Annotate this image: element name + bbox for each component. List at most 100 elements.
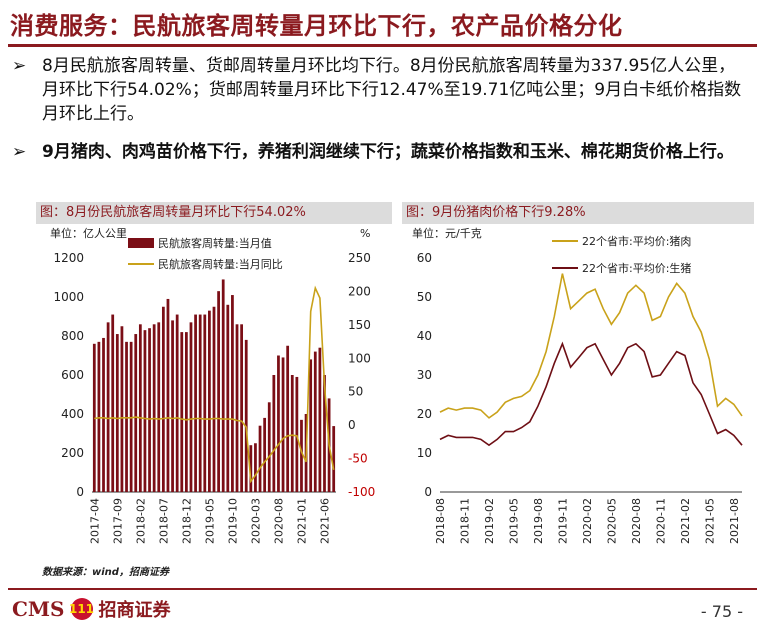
chart1-xtick: 2020-08	[272, 498, 285, 544]
chart1-ytick-left: 0	[76, 485, 84, 499]
chart1-bar	[323, 375, 326, 492]
chart2-xtick: 2018-11	[458, 498, 471, 544]
chart1-bar	[129, 341, 133, 492]
chart1-xtick: 2021-01	[295, 498, 308, 544]
chart1-bar	[203, 314, 207, 492]
footer-divider	[8, 588, 757, 590]
chart1-bar	[332, 426, 336, 492]
bullet-2: ➢ 9月猪肉、肉鸡苗价格下行，养猪利润继续下行；蔬菜价格指数和玉米、棉花期货价格…	[12, 140, 752, 164]
page-number: - 75 -	[700, 602, 743, 621]
chart1-bar	[97, 341, 101, 492]
chart1-bar	[221, 279, 225, 492]
bullet-1-text: 8月民航旅客周转量、货邮周转量月环比均下行。8月份民航旅客周转量为337.95亿…	[42, 56, 742, 124]
chart2-ytick: 10	[417, 446, 432, 460]
title-divider	[8, 44, 757, 47]
chart1-ytick-left: 400	[61, 407, 84, 421]
chart2-ytick: 0	[424, 485, 432, 499]
chart1-xtick: 2018-02	[134, 498, 147, 544]
chart1-ytick-right: 100	[348, 351, 371, 365]
chart1-bar	[148, 328, 151, 492]
chart1-bar	[290, 375, 294, 492]
chart2-xtick: 2021-08	[728, 498, 741, 544]
data-source: 数据来源：wind，招商证券	[42, 567, 169, 578]
chart1-bar	[134, 334, 138, 492]
chart2-xtick: 2020-08	[630, 498, 643, 544]
arrow-bullet-icon: ➢	[12, 56, 27, 76]
chart1-bar	[304, 414, 308, 492]
chart1-bar	[309, 359, 313, 492]
chart1-bar	[240, 324, 244, 492]
chart1-bar	[231, 295, 234, 492]
chart1-ytick-right: 50	[348, 385, 363, 399]
chart2-ytick: 50	[417, 290, 432, 304]
chart1-bar	[254, 443, 257, 492]
chart1-bar	[125, 341, 128, 492]
arrow-bullet-icon: ➢	[12, 142, 27, 162]
chart1-xtick: 2017-09	[111, 498, 124, 544]
chart1-bar	[111, 314, 115, 492]
chart2-hog-line	[439, 341, 743, 447]
chart1-xtick: 2020-03	[249, 498, 262, 544]
chart1-bar	[267, 402, 271, 492]
chart1-ytick-right: 0	[348, 418, 356, 432]
chart1-xtick: 2019-05	[203, 498, 216, 544]
chart1-xtick: 2018-12	[180, 498, 193, 544]
chart1-title: 图：8月份民航旅客周转量月环比下行54.02%	[36, 202, 392, 224]
chart1-bar	[217, 291, 220, 492]
chart1-xtick: 2018-07	[157, 498, 170, 544]
chart1-bar	[171, 320, 174, 492]
chart2-xtick: 2019-02	[483, 498, 496, 544]
bullet-1: ➢ 8月民航旅客周转量、货邮周转量月环比均下行。8月份民航旅客周转量为337.9…	[12, 54, 752, 126]
page-title: 消费服务：民航旅客周转量月环比下行，农产品价格分化	[10, 11, 623, 40]
chart1-bar	[300, 419, 303, 492]
chart1-bar	[198, 314, 202, 492]
bullet-2-text: 9月猪肉、肉鸡苗价格下行，养猪利润继续下行；蔬菜价格指数和玉米、棉花期货价格上行…	[42, 142, 734, 162]
chart1-bar	[184, 332, 188, 492]
chart1-yoy-line	[94, 285, 335, 484]
chart1-bar	[189, 322, 193, 492]
chart1-bar	[120, 326, 124, 492]
chart1-left-unit: 单位：亿人公里	[50, 226, 127, 240]
chart1-xtick: 2021-06	[318, 498, 331, 544]
chart1-bar	[143, 330, 147, 492]
chart1-bar	[102, 337, 105, 492]
chart1-bar	[263, 417, 267, 492]
logo-badge-icon: 111	[69, 598, 94, 620]
chart1-bar	[208, 310, 211, 492]
chart1-ytick-right: 250	[348, 251, 371, 265]
chart1-legend: 民航旅客周转量:当月值 民航旅客周转量:当月同比	[128, 236, 283, 271]
chart1-bar	[258, 425, 262, 492]
chart2-xtick: 2020-02	[581, 498, 594, 544]
chart1-legend-bar-label: 民航旅客周转量:当月值	[158, 236, 272, 250]
chart1-bar	[249, 445, 253, 492]
logo-cms-text: CMS	[12, 597, 65, 621]
chart2-ytick: 60	[417, 251, 432, 265]
chart2-xtick: 2021-05	[703, 498, 716, 544]
chart1-bar	[235, 324, 239, 492]
chart1-bar	[295, 376, 299, 492]
chart1-right-unit: %	[360, 227, 370, 240]
chart1-bar	[175, 314, 179, 492]
chart2-left-unit: 单位：元/千克	[412, 226, 482, 240]
chart2-xtick: 2019-05	[507, 498, 520, 544]
chart1-ytick-right: 200	[348, 284, 371, 298]
chart1-bar	[281, 357, 285, 492]
logo-cn-text: 招商证券	[98, 600, 171, 621]
chart1-ytick-right: 150	[348, 318, 371, 332]
chart1-bar	[92, 343, 96, 492]
chart1-bar	[180, 332, 184, 492]
chart2-xtick: 2021-02	[679, 498, 692, 544]
chart1-ytick-right: -50	[348, 452, 368, 466]
company-logo: CMS 111 招商证券	[12, 596, 171, 622]
chart1-bar	[286, 345, 290, 492]
chart1-bar	[115, 334, 119, 492]
chart1-ytick-left: 1200	[53, 251, 84, 265]
chart1-bar	[244, 339, 248, 492]
chart2-xtick: 2018-08	[434, 498, 447, 544]
chart1-legend-bar-swatch	[128, 238, 154, 248]
chart2-xtick: 2020-11	[654, 498, 667, 544]
chart1-legend-line-label: 民航旅客周转量:当月同比	[158, 257, 283, 271]
chart1-bar	[157, 322, 161, 492]
chart1-bar	[277, 355, 280, 492]
chart1-bar	[272, 375, 276, 492]
